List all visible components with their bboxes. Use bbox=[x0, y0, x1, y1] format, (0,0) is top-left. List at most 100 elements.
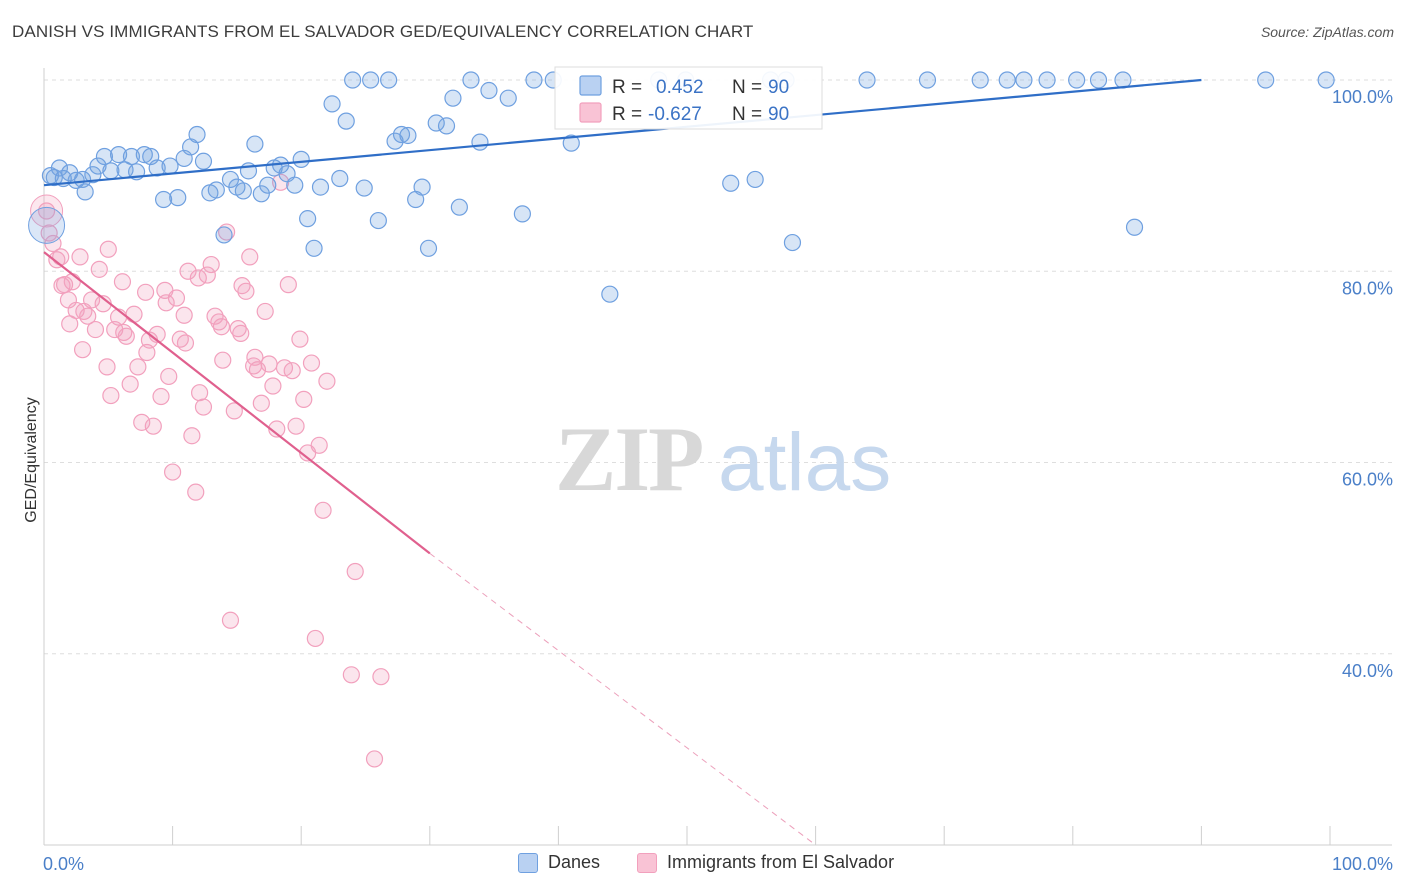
salvador-point bbox=[279, 276, 297, 294]
salvador-point bbox=[218, 223, 236, 241]
danes-point bbox=[344, 71, 362, 89]
salvador-point bbox=[164, 463, 182, 481]
danes-point bbox=[427, 114, 445, 132]
salvador-point bbox=[53, 276, 71, 295]
correlation-legend: R = 0.452 N = 90 R = -0.627 N = 90 bbox=[554, 66, 823, 130]
danes-point bbox=[1257, 71, 1275, 89]
danes-point bbox=[95, 147, 114, 166]
salvador-point bbox=[167, 289, 186, 307]
salvador-point bbox=[314, 501, 332, 519]
x-tick-label-min: 0.0% bbox=[43, 854, 84, 874]
salvador-point bbox=[191, 384, 209, 402]
salvador-point bbox=[318, 372, 336, 390]
danes-point-large bbox=[28, 206, 66, 244]
series-salvador bbox=[30, 173, 390, 768]
danes-point bbox=[76, 183, 94, 201]
danes-point bbox=[437, 117, 456, 135]
salvador-point bbox=[121, 375, 139, 393]
salvador-point bbox=[98, 358, 116, 376]
salvador-point bbox=[260, 355, 278, 373]
danes-point bbox=[462, 71, 480, 89]
danes-point bbox=[252, 185, 270, 203]
salvador-point bbox=[61, 315, 79, 333]
salvador-point bbox=[306, 629, 324, 648]
salvador-point bbox=[225, 402, 243, 420]
salvador-point bbox=[372, 668, 390, 686]
salvador-point bbox=[264, 377, 282, 395]
legend-r-value-salvador: -0.627 bbox=[648, 104, 702, 125]
salvador-point bbox=[310, 436, 328, 454]
watermark-atlas: atlas bbox=[718, 417, 891, 508]
danes-point bbox=[998, 71, 1016, 89]
danes-point bbox=[135, 145, 153, 164]
salvador-point bbox=[287, 417, 305, 435]
salvador-point bbox=[176, 334, 195, 352]
danes-point bbox=[525, 71, 543, 89]
danes-point bbox=[286, 176, 304, 194]
salvador-point bbox=[291, 330, 309, 348]
danes-point bbox=[109, 145, 128, 164]
danes-point bbox=[122, 147, 141, 166]
bottom-legend-salvador: Immigrants from El Salvador bbox=[637, 852, 894, 873]
danes-point bbox=[413, 178, 431, 196]
salvador-point bbox=[214, 351, 232, 369]
danes-point bbox=[362, 71, 380, 89]
y-tick-label: 80.0% bbox=[1342, 278, 1393, 298]
danes-point bbox=[392, 125, 411, 144]
salvador-point bbox=[365, 750, 384, 768]
danes-point bbox=[169, 189, 187, 207]
danes-point bbox=[513, 205, 531, 223]
danes-point bbox=[562, 134, 580, 152]
trend-lines bbox=[43, 78, 1202, 846]
watermark-zip: ZIP bbox=[555, 408, 702, 510]
salvador-point bbox=[212, 318, 231, 336]
danes-point bbox=[89, 157, 107, 175]
salvador-point-large bbox=[30, 194, 64, 228]
danes-point bbox=[355, 179, 373, 197]
danes-point bbox=[246, 135, 264, 153]
gridlines bbox=[44, 79, 1392, 655]
salvador-trend-line bbox=[43, 251, 431, 555]
salvador-point bbox=[136, 283, 155, 301]
danes-point bbox=[419, 239, 438, 257]
watermark: ZIP atlas bbox=[555, 408, 891, 510]
salvador-point bbox=[79, 307, 97, 325]
salvador-point bbox=[129, 358, 147, 376]
salvador-point bbox=[183, 427, 201, 445]
chart-source: Source: ZipAtlas.com bbox=[1260, 24, 1394, 40]
salvador-point bbox=[86, 320, 105, 339]
salvador-point bbox=[268, 420, 286, 438]
danes-point bbox=[783, 233, 802, 252]
salvador-point bbox=[125, 305, 143, 323]
danes-point bbox=[194, 152, 213, 170]
y-tick-label: 60.0% bbox=[1342, 470, 1393, 490]
salvador-point bbox=[157, 294, 175, 312]
danes-point bbox=[1038, 71, 1056, 89]
danes-point bbox=[858, 71, 876, 89]
danes-point bbox=[161, 157, 179, 175]
legend-r-label-salvador: R = bbox=[612, 104, 642, 125]
danes-point bbox=[45, 168, 63, 187]
danes-point bbox=[1015, 71, 1033, 89]
legend-n-label-salvador: N = bbox=[732, 104, 762, 125]
salvador-trend-extension bbox=[429, 552, 816, 846]
danes-point bbox=[188, 125, 206, 144]
danes-point bbox=[67, 171, 85, 190]
salvador-point bbox=[229, 320, 247, 338]
salvador-point bbox=[40, 224, 58, 242]
salvador-point bbox=[115, 323, 133, 342]
salvador-point bbox=[194, 398, 213, 416]
danes-point bbox=[154, 190, 173, 209]
y-tick-label: 100.0% bbox=[1332, 87, 1393, 107]
danes-point bbox=[399, 126, 417, 145]
legend-r-value-danes: 0.452 bbox=[656, 77, 704, 98]
legend-n-value-salvador: 90 bbox=[768, 104, 789, 125]
bottom-legend-danes: Danes bbox=[518, 852, 600, 873]
danes-point bbox=[1068, 71, 1086, 89]
danes-trend-line bbox=[43, 78, 1202, 187]
salvador-point bbox=[160, 367, 178, 386]
danes-point bbox=[1089, 71, 1108, 89]
danes-point bbox=[444, 89, 462, 107]
danes-point bbox=[1317, 71, 1335, 89]
